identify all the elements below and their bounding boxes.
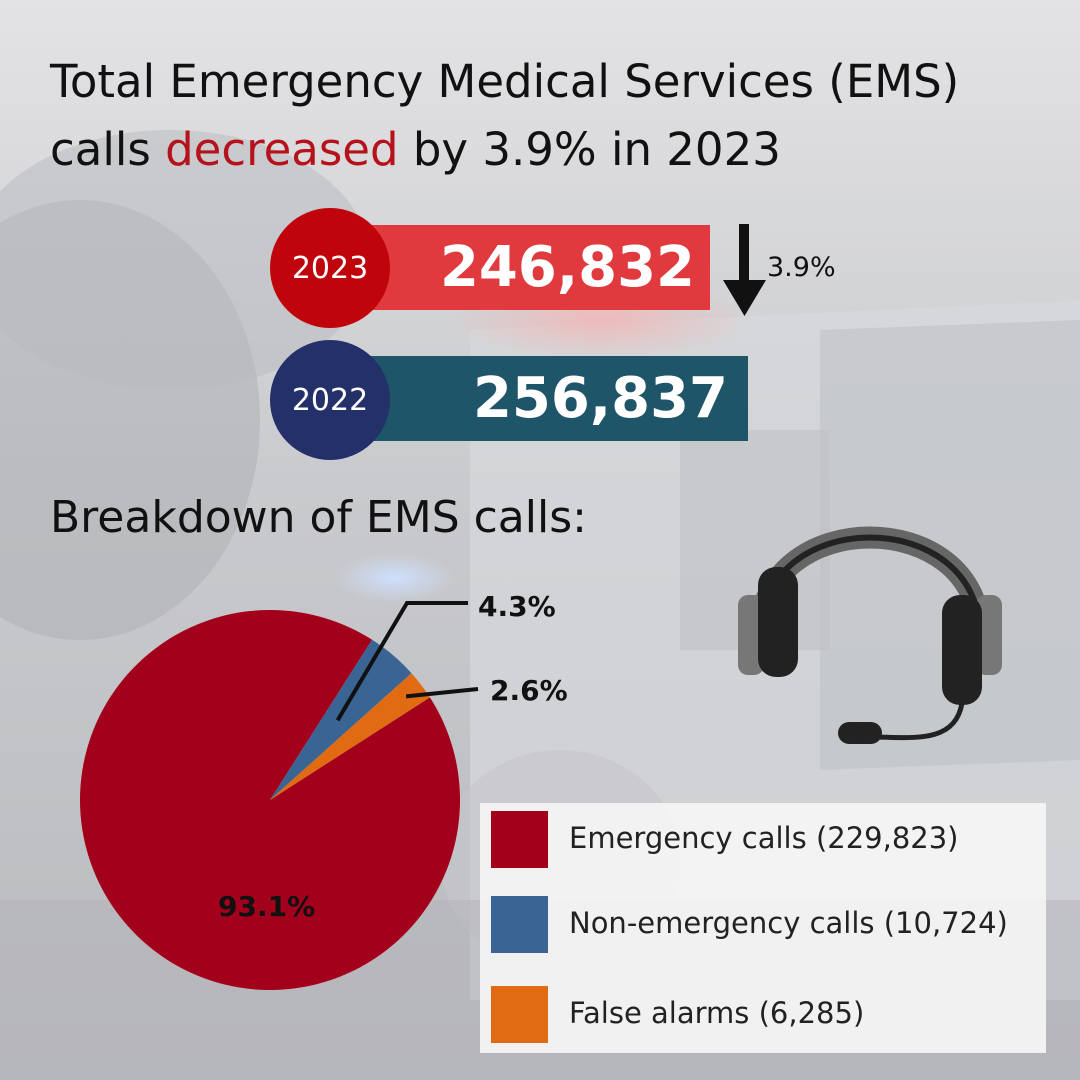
pie-label-emergency: 93.1% (218, 890, 316, 923)
value-2023: 246,832 (439, 235, 695, 300)
pie-slice-non-emergency (270, 639, 412, 800)
legend-swatch-non-emergency (491, 896, 548, 953)
pie-label-non-emergency: 4.3% (478, 590, 556, 623)
pie-chart (80, 601, 479, 990)
leader-line-non-emergency (335, 601, 468, 722)
title-prefix: Total Emergency Medical Services (EMS) c… (50, 55, 960, 176)
legend: Emergency calls (229,823) Non-emergency … (480, 803, 1046, 1053)
value-2022: 256,837 (472, 366, 728, 431)
page-title: Total Emergency Medical Services (EMS) c… (50, 48, 1050, 184)
headset-icon (738, 526, 1002, 744)
pie-slice-false-alarms (270, 673, 430, 800)
year-circle-2022: 2022 (270, 340, 390, 460)
arrow-down-icon (723, 224, 766, 316)
legend-swatch-false-alarms (491, 986, 548, 1043)
legend-swatch-emergency (491, 811, 548, 868)
legend-label-false-alarms: False alarms (6,285) (569, 996, 865, 1030)
title-suffix: by 3.9% in 2023 (398, 123, 781, 176)
leader-line-false-alarms (405, 687, 479, 699)
year-label-2022: 2022 (291, 382, 369, 418)
pie-slice-emergency (80, 609, 461, 990)
title-highlight: decreased (165, 123, 399, 176)
year-circle-2023: 2023 (270, 208, 390, 328)
year-label-2023: 2023 (291, 250, 369, 286)
pie-label-false-alarms: 2.6% (490, 674, 568, 707)
breakdown-heading: Breakdown of EMS calls: (50, 492, 587, 543)
change-percent: 3.9% (767, 252, 836, 283)
legend-label-emergency: Emergency calls (229,823) (569, 821, 959, 855)
legend-label-non-emergency: Non-emergency calls (10,724) (569, 906, 1008, 940)
